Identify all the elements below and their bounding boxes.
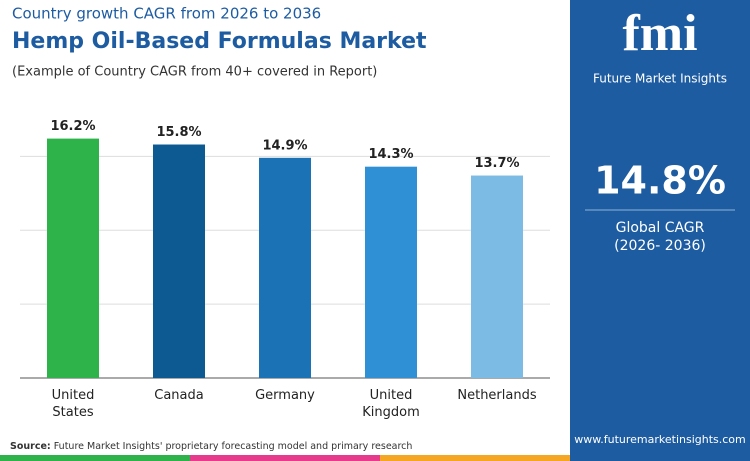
value-label: 16.2% (50, 119, 95, 134)
brand: Future Market Insights (593, 72, 727, 86)
headline-value: 14.8% (594, 159, 726, 203)
logo: fmi (622, 5, 697, 62)
kicker: Country growth CAGR from 2026 to 2036 (12, 5, 321, 23)
x-tick-label: Netherlands (457, 388, 537, 403)
subtitle: (Example of Country CAGR from 40+ covere… (12, 65, 377, 80)
value-label: 14.9% (262, 138, 307, 153)
value-label: 15.8% (156, 125, 201, 140)
headline-label: Global CAGR (616, 220, 705, 236)
headline-period: (2026- 2036) (614, 238, 706, 254)
source-label: Source: (10, 441, 51, 452)
bottom-strip (380, 455, 570, 461)
bar (153, 144, 205, 378)
bar (259, 157, 311, 378)
bar (47, 138, 99, 378)
source-text: Future Market Insights' proprietary fore… (54, 441, 413, 452)
x-tick-label: Germany (255, 388, 315, 403)
bottom-strip (190, 455, 380, 461)
source: Source: Future Market Insights' propriet… (10, 441, 412, 452)
value-label: 14.3% (368, 147, 413, 162)
value-label: 13.7% (474, 156, 519, 171)
side-panel (570, 0, 750, 461)
website: www.futuremarketinsights.com (574, 433, 746, 446)
x-tick-label: United Kingdom (362, 388, 420, 420)
bar (471, 175, 523, 378)
bar (365, 166, 417, 378)
x-tick-label: Canada (154, 388, 204, 403)
chart-title: Hemp Oil-Based Formulas Market (12, 29, 427, 54)
x-tick-label: United States (51, 388, 95, 420)
